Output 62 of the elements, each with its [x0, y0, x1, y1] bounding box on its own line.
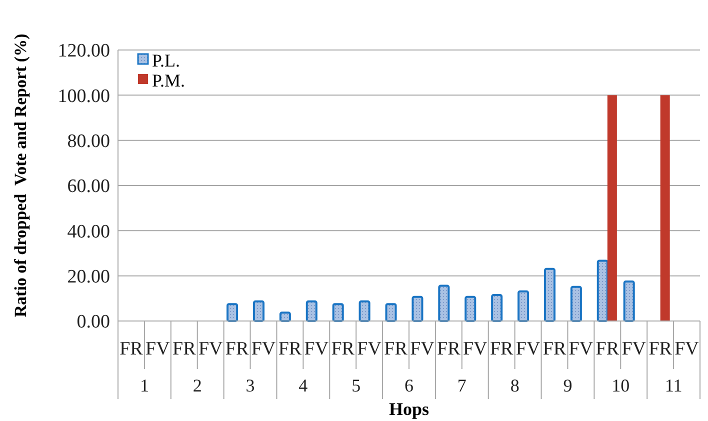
y-tick-label: 120.00 [58, 40, 110, 62]
x-tick-label: FV [198, 338, 224, 360]
text: 7 [457, 375, 466, 396]
x-axis-title: Hops [388, 399, 430, 419]
bar [358, 300, 370, 322]
bar [596, 260, 608, 322]
x-tick-label: FV [516, 338, 540, 360]
bar [279, 312, 291, 322]
y-tick-label: 100.00 [58, 86, 110, 107]
bar [544, 268, 556, 322]
x-tick-label: FV [304, 338, 329, 360]
bar [438, 284, 450, 322]
legend-label: P.M. [152, 70, 186, 90]
text: 10 [612, 375, 630, 396]
y-tick-label: 60.00 [67, 176, 110, 198]
x-tick-label: FV [410, 338, 435, 360]
text: 2 [192, 375, 202, 396]
bar [385, 303, 397, 322]
text: 5 [352, 375, 361, 396]
text: 11 [664, 375, 682, 396]
y-tick-label: 20.00 [67, 266, 110, 288]
bar [491, 294, 503, 322]
y-axis-title: Ratio of dropped Vote and Report (%) [11, 34, 30, 318]
legend-label: P.L. [152, 50, 180, 70]
x-tick-label: FV [146, 338, 170, 360]
y-tick-label: 0.00 [76, 312, 110, 333]
y-tick-label: 40.00 [67, 221, 110, 242]
bar [607, 95, 617, 321]
bar [412, 296, 424, 322]
x-tick-label: FR [542, 338, 566, 360]
bar [570, 286, 582, 322]
bar [623, 280, 635, 322]
text: 3 [246, 375, 255, 396]
bar [660, 95, 670, 321]
x-tick-label: FR [648, 338, 672, 360]
bar [518, 290, 530, 322]
x-tick-label: FR [596, 338, 620, 360]
x-tick-label: FR [172, 338, 196, 360]
x-tick-label: FR [120, 338, 144, 360]
x-tick-label: FR [490, 338, 514, 360]
x-tick-label: FR [278, 338, 302, 360]
bar [332, 303, 344, 322]
x-tick-label: FV [462, 338, 488, 360]
x-tick-label: FR [331, 338, 355, 360]
x-tick-label: FR [225, 338, 249, 360]
text: 6 [404, 375, 414, 396]
y-tick-label: 80.00 [67, 130, 110, 152]
x-tick-label: FV [568, 338, 594, 360]
text: 9 [563, 375, 572, 396]
x-tick-label: FV [622, 338, 646, 360]
text: 1 [140, 375, 149, 396]
x-tick-label: FV [357, 338, 382, 360]
text: 8 [510, 375, 520, 396]
bar [226, 303, 238, 322]
bar [252, 300, 264, 322]
x-tick-label: FR [437, 338, 461, 360]
bar [464, 296, 476, 322]
x-tick-label: FV [251, 338, 276, 360]
x-tick-label: FR [384, 338, 408, 360]
text: 4 [298, 375, 308, 396]
x-tick-label: FV [674, 338, 700, 360]
bar [306, 300, 318, 322]
